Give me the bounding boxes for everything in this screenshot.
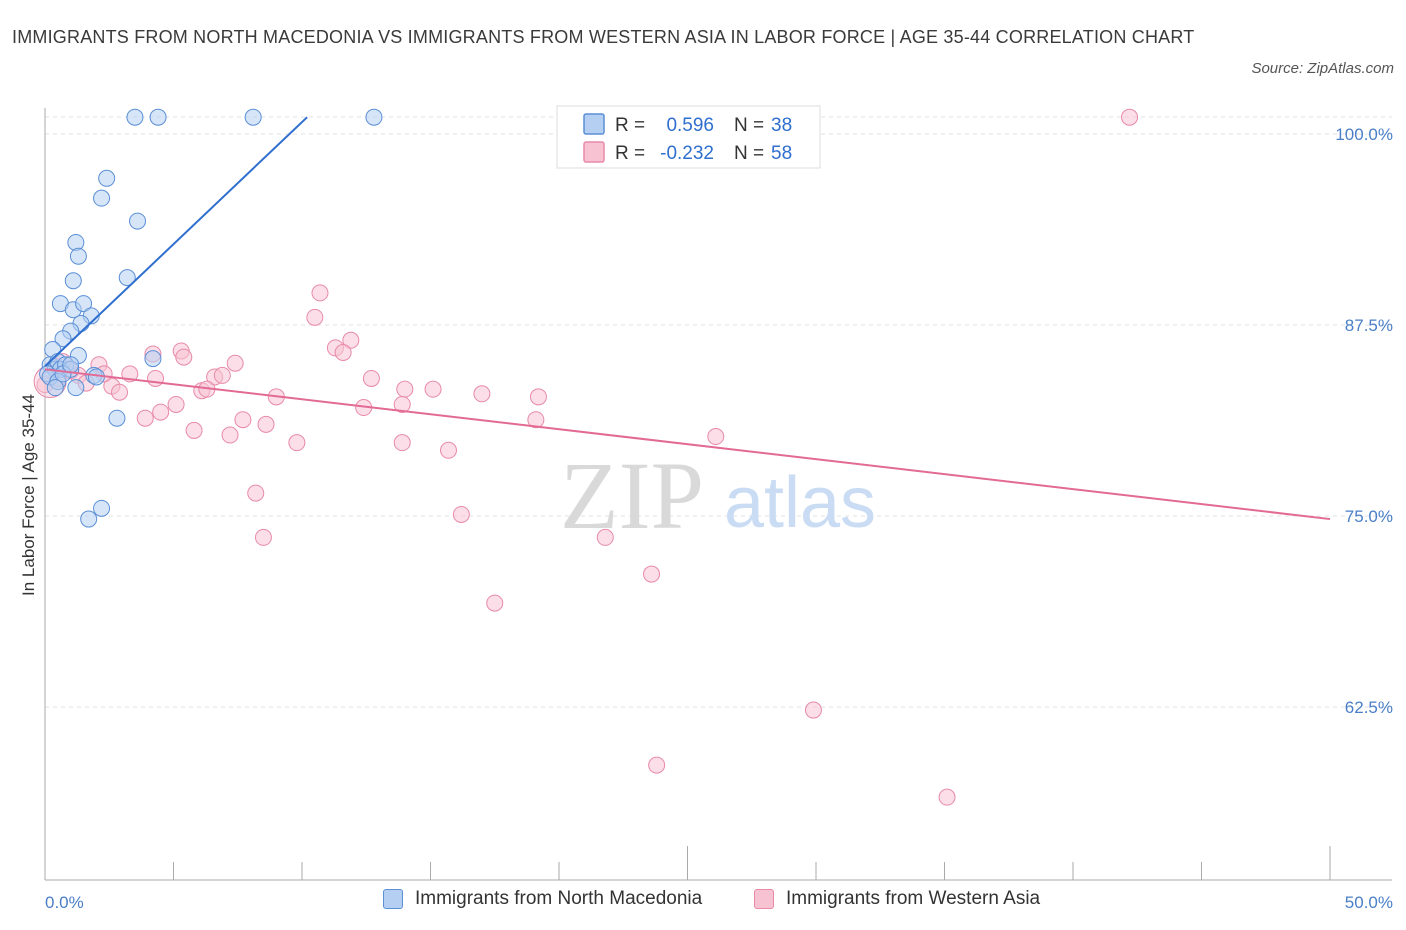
data-point-north-macedonia [67,233,85,251]
data-point-north-macedonia [93,189,111,207]
chart-source: Source: ZipAtlas.com [1251,60,1394,77]
data-point-north-macedonia [67,379,85,397]
y-tick-label: 100.0% [1335,125,1393,144]
data-point-western-asia [254,528,272,546]
data-point-western-asia [234,411,252,429]
bottom-legend-item-north-macedonia: Immigrants from North Macedonia [383,888,702,910]
legend-r-label-2: R = [615,143,645,164]
data-point-north-macedonia [98,169,116,187]
legend-r-label-1: R = [615,115,645,136]
y-tick-label: 75.0% [1345,507,1393,526]
x-tick-label: 50.0% [1345,893,1393,912]
trend-line-north-macedonia [44,116,308,367]
data-point-western-asia [804,701,822,719]
legend-r-value-2: -0.232 [660,143,714,164]
data-point-western-asia [167,395,185,413]
data-point-north-macedonia [149,108,167,126]
data-point-western-asia [306,308,324,326]
data-point-north-macedonia [118,269,136,287]
legend-swatch-western-asia [583,141,605,163]
data-point-western-asia [136,409,154,427]
data-point-western-asia [396,380,414,398]
data-point-western-asia [175,348,193,366]
y-tick-labels: 62.5% 75.0% 87.5% 100.0% [1335,125,1393,717]
data-point-western-asia [648,756,666,774]
bottom-legend-item-western-asia: Immigrants from Western Asia [754,888,1040,910]
data-point-western-asia [486,594,504,612]
data-point-western-asia [473,385,491,403]
bottom-legend-label-western-asia: Immigrants from Western Asia [786,888,1041,909]
y-tick-label: 62.5% [1345,698,1393,717]
data-point-western-asia [527,411,545,429]
data-point-western-asia [393,434,411,452]
legend-n-value-2: 58 [771,143,792,164]
series-north-macedonia-points [39,108,383,528]
data-point-western-asia [185,421,203,439]
x-tick-label: 0.0% [45,893,84,912]
data-point-north-macedonia [365,108,383,126]
data-point-western-asia [334,344,352,362]
y-axis-label: In Labor Force | Age 35-44 [19,394,38,596]
data-point-north-macedonia [46,379,64,397]
data-point-north-macedonia [64,272,82,290]
data-point-north-macedonia [126,108,144,126]
bottom-legend-swatch-north-macedonia [383,889,403,909]
data-point-western-asia [439,441,457,459]
data-point-western-asia [342,331,360,349]
data-point-western-asia [288,434,306,452]
data-point-western-asia [452,505,470,523]
data-point-western-asia [1121,108,1139,126]
x-tick-labels: 0.0% 50.0% [45,893,1393,912]
trend-line-western-asia [44,368,1331,521]
data-point-north-macedonia [62,356,80,374]
data-point-western-asia [226,354,244,372]
data-point-western-asia [152,403,170,421]
data-point-western-asia [424,380,442,398]
bottom-legend: Immigrants from North Macedonia Immigran… [0,888,1406,918]
axes [44,108,1392,881]
legend-r-value-1: 0.596 [666,115,714,136]
data-point-north-macedonia [80,510,98,528]
data-point-western-asia [213,366,231,384]
data-point-western-asia [643,565,661,583]
data-point-western-asia [529,388,547,406]
legend-n-label-1: N = [734,115,764,136]
data-point-north-macedonia [75,295,93,313]
legend-swatch-north-macedonia [583,113,605,135]
data-point-western-asia [707,428,725,446]
grid-lines [45,116,1392,708]
legend-n-label-2: N = [734,143,764,164]
data-point-western-asia [311,284,329,302]
legend-n-value-1: 38 [771,115,792,136]
data-point-north-macedonia [244,108,262,126]
watermark-atlas: atlas [724,463,876,543]
data-point-western-asia [147,369,165,387]
bottom-legend-label-north-macedonia: Immigrants from North Macedonia [415,888,703,909]
data-point-north-macedonia [93,499,111,517]
data-point-western-asia [221,426,239,444]
bottom-legend-swatch-western-asia [754,889,774,909]
watermark-zip: ZIP [560,442,704,549]
data-point-western-asia [596,528,614,546]
data-point-north-macedonia [54,330,72,348]
data-point-western-asia [362,369,380,387]
data-point-north-macedonia [69,247,87,265]
trend-lines [44,116,1331,521]
data-point-north-macedonia [144,350,162,368]
data-point-western-asia [247,484,265,502]
data-point-western-asia [938,788,956,806]
legend-box: R = 0.596 N = 38 R = -0.232 N = 58 [556,105,821,169]
data-point-western-asia [111,383,129,401]
data-point-western-asia [393,395,411,413]
data-point-western-asia [257,415,275,433]
y-tick-label: 87.5% [1345,316,1393,335]
data-point-north-macedonia [108,409,126,427]
data-point-north-macedonia [129,212,147,230]
chart-title: IMMIGRANTS FROM NORTH MACEDONIA VS IMMIG… [12,27,1195,47]
